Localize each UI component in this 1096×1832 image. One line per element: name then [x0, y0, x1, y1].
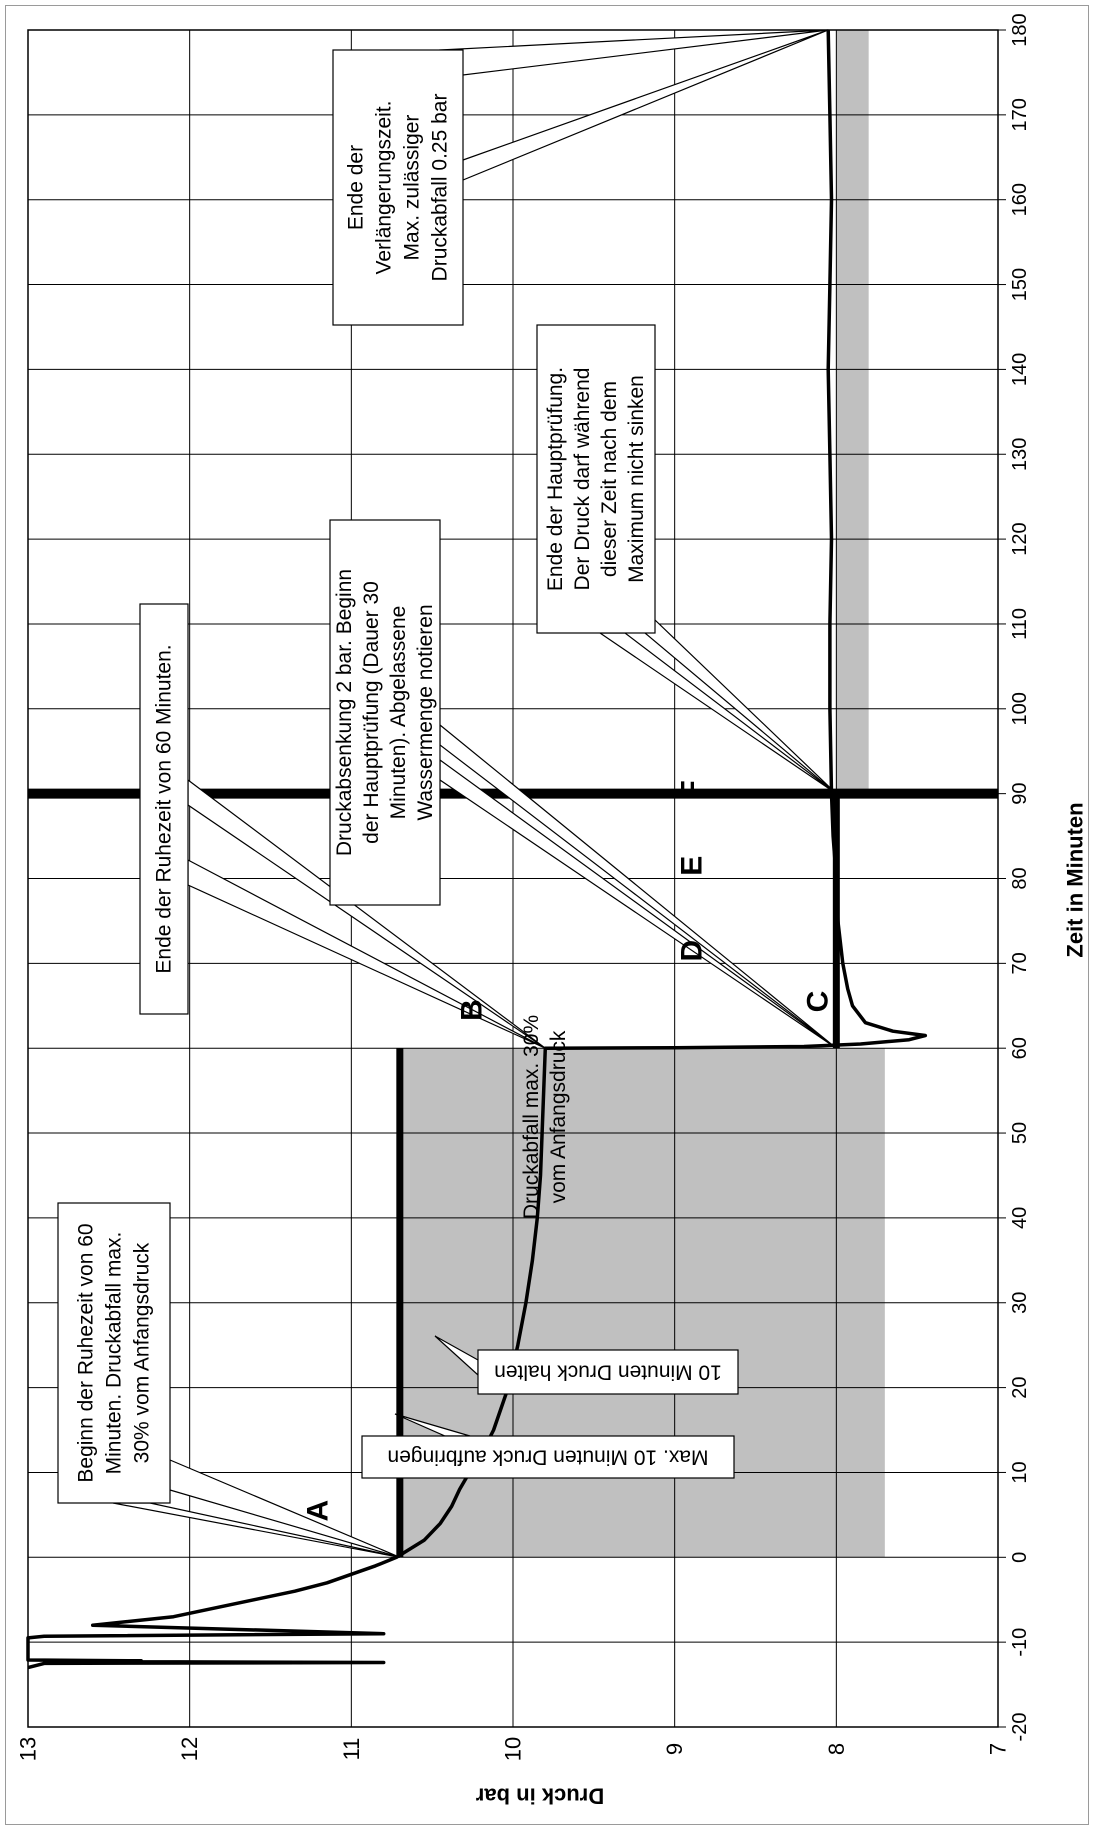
- callout-line: Max. 10 Minuten Druck aufbringen: [388, 1446, 709, 1469]
- time-tick-label: 140: [1009, 353, 1031, 386]
- callout-text: Beginn der Ruhezeit von 60 Minuten. Druck…: [75, 1223, 154, 1482]
- shade-annotation-line: vom Anfangsdruck: [547, 1030, 570, 1203]
- time-tick-label: 90: [1009, 783, 1031, 805]
- callout-line: Max. zulässiger: [401, 115, 424, 261]
- point-label-f: F: [676, 780, 709, 798]
- time-tick-label: 100: [1009, 692, 1031, 725]
- callout-line: 30% vom Anfangsdruck: [131, 1242, 154, 1463]
- time-tick-label: 120: [1009, 522, 1031, 555]
- point-label-a: A: [302, 1500, 335, 1522]
- callout-line: Beginn der Ruhezeit von 60: [75, 1223, 98, 1482]
- callout-line: Maximum nicht sinken: [625, 375, 648, 583]
- time-tick-label: 40: [1009, 1207, 1031, 1229]
- shade-annotation-line: Druckabfall max. 30%: [520, 1015, 543, 1219]
- pressure-tick-label: 9: [662, 1743, 687, 1755]
- time-tick-label: 180: [1009, 13, 1031, 46]
- callout-box: [536, 324, 656, 634]
- time-tick-label: 10: [1009, 1461, 1031, 1483]
- callout-text: 10 Minuten Druck halten: [494, 1361, 722, 1384]
- time-tick-label: 0: [1009, 1552, 1031, 1563]
- callout-text: Ende der Hauptprüfung. Der Druck darf wäh…: [544, 367, 648, 591]
- time-tick-label: 70: [1009, 952, 1031, 974]
- time-axis-title: Zeit in Minuten: [1063, 802, 1088, 957]
- pressure-tick-label: 10: [501, 1737, 526, 1761]
- callout-pointer: [439, 758, 837, 1049]
- callout-line: dieser Zeit nach dem: [598, 381, 621, 577]
- callout-line: 10 Minuten Druck halten: [494, 1361, 722, 1384]
- callout-ende-verlaengerung: Ende der Verlängerungszeit. Max. zulässige…: [332, 29, 829, 326]
- callout-box: [361, 1435, 735, 1479]
- callout-box: [139, 603, 189, 1015]
- pressure-tick-label: 13: [16, 1737, 41, 1761]
- callout-line: Druckabfall 0.25 bar: [429, 94, 452, 282]
- pressure-tick-label: 7: [986, 1743, 1011, 1755]
- time-tick-label: 150: [1009, 268, 1031, 301]
- callout-line: Verlängerungszeit.: [373, 101, 396, 275]
- callout-ende-hauptpruefung: Ende der Hauptprüfung. Der Druck darf wäh…: [536, 324, 837, 795]
- callout-druck-aufbringen: Max. 10 Minuten Druck aufbringen: [361, 1413, 735, 1479]
- callout-box: [477, 1349, 739, 1395]
- point-label-d: D: [676, 940, 709, 962]
- callout-line: Minuten). Abgelassene: [387, 606, 410, 820]
- callout-pointer: [598, 632, 837, 795]
- point-label-b: B: [456, 999, 489, 1021]
- pressure-tick-label: 12: [177, 1737, 202, 1761]
- callout-line: Minuten. Druckabfall max.: [103, 1232, 126, 1475]
- time-tick-label: 60: [1009, 1037, 1031, 1059]
- callout-line: Der Druck darf während: [571, 368, 594, 591]
- callout-text: Ende der Ruhezeit von 60 Minuten.: [153, 644, 176, 973]
- time-tick-label: 30: [1009, 1292, 1031, 1314]
- time-tick-label: 50: [1009, 1122, 1031, 1144]
- time-tick-label: -10: [1009, 1628, 1031, 1657]
- callout-pointer: [439, 723, 837, 1049]
- callout-line: der Hauptprüfung (Dauer 30: [360, 581, 383, 844]
- time-tick-label: 80: [1009, 867, 1031, 889]
- pressure-tick-label: 11: [339, 1738, 364, 1761]
- callout-text: Max. 10 Minuten Druck aufbringen: [388, 1446, 709, 1469]
- callout-line: Wassermenge notieren: [414, 604, 437, 820]
- callout-box: [57, 1202, 171, 1504]
- callout-box: [332, 49, 464, 326]
- callout-text: Ende der Verlängerungszeit. Max. zulässige…: [345, 94, 452, 282]
- callout-druckabsenkung: Druckabsenkung 2 bar. Beginn der Hauptprü…: [329, 519, 837, 1049]
- callout-line: Ende der Ruhezeit von 60 Minuten.: [153, 644, 176, 973]
- point-label-e: E: [676, 856, 709, 876]
- time-tick-label: 160: [1009, 183, 1031, 216]
- pressure-axis-title: Druck in bar: [475, 1784, 604, 1809]
- callout-line: Druckabsenkung 2 bar. Beginn: [333, 569, 356, 856]
- callout-box: [329, 519, 441, 906]
- page-frame: [5, 5, 1089, 1825]
- time-tick-label: 170: [1009, 98, 1031, 131]
- shaded-region-1: [836, 30, 869, 794]
- callout-text: Druckabsenkung 2 bar. Beginn der Hauptprü…: [333, 569, 437, 856]
- callout-line: Ende der: [345, 145, 368, 230]
- callout-ende-ruhezeit: Ende der Ruhezeit von 60 Minuten.: [139, 603, 546, 1049]
- callout-pointer: [644, 619, 837, 795]
- time-tick-label: 20: [1009, 1376, 1031, 1398]
- shade-annotation: Druckabfall max. 30% vom Anfangsdruck: [520, 1015, 570, 1219]
- time-tick-label: -20: [1009, 1713, 1031, 1742]
- time-tick-label: 110: [1009, 608, 1031, 640]
- time-tick-label: 130: [1009, 438, 1031, 471]
- point-label-c: C: [802, 991, 835, 1013]
- callout-druck-halten: 10 Minuten Druck halten: [434, 1335, 739, 1395]
- callout-beginn-ruhezeit: Beginn der Ruhezeit von 60 Minuten. Druck…: [57, 1202, 401, 1558]
- callout-line: Ende der Hauptprüfung.: [544, 367, 567, 591]
- pressure-curve-0: [26, 29, 928, 1670]
- pressure-tick-label: 8: [824, 1743, 849, 1755]
